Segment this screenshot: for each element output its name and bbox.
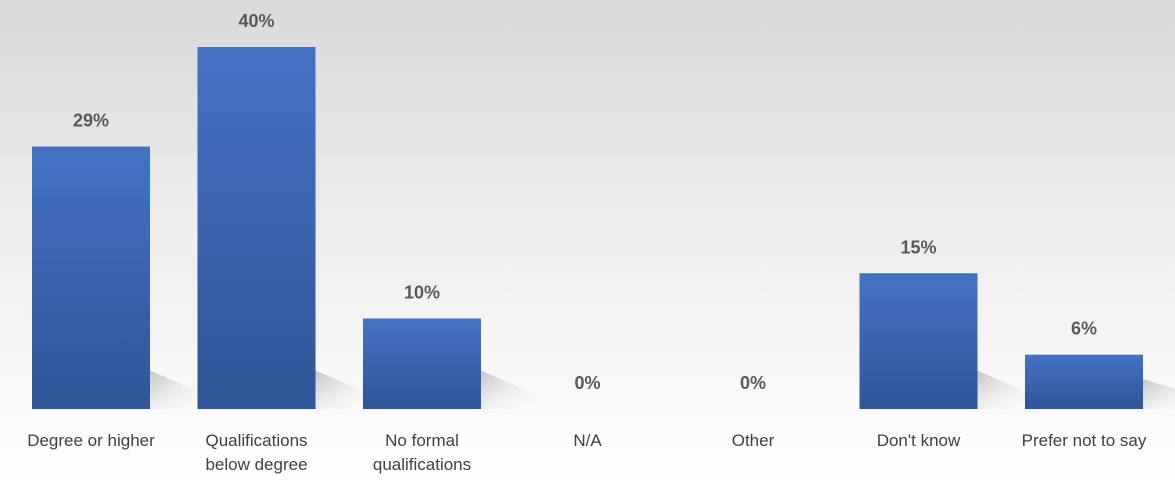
bar: [363, 318, 481, 409]
bar: [197, 47, 316, 409]
bar-shadow: [150, 370, 210, 409]
data-label: 0%: [574, 373, 600, 393]
bar: [32, 146, 150, 410]
bar: [1025, 354, 1143, 409]
category-tick-label: No formal: [385, 431, 459, 450]
data-label: 6%: [1071, 319, 1097, 339]
value-labels-group: 29% 40% 10% 0% 0% 15% 6%: [73, 11, 1097, 393]
data-label: 10%: [404, 283, 440, 303]
category-tick-label: Prefer not to say: [1022, 431, 1147, 450]
category-tick-label: Other: [732, 431, 775, 450]
category-tick-label: N/A: [573, 431, 602, 450]
bar-shadow: [1143, 379, 1175, 409]
bar-shadow: [481, 370, 541, 409]
category-tick-label: qualifications: [373, 455, 471, 474]
bars-group: [32, 47, 1143, 410]
category-labels-group: Degree or higher Qualifications below degr…: [27, 431, 1147, 474]
category-tick-label: Degree or higher: [27, 431, 155, 450]
bar-shadow: [977, 370, 1038, 409]
bar-shadows: [150, 370, 1175, 409]
data-label: 29%: [73, 111, 109, 131]
category-tick-label: Qualifications: [205, 431, 307, 450]
category-tick-label: Don't know: [877, 431, 961, 450]
category-tick-label: below degree: [205, 455, 307, 474]
bar: [859, 273, 978, 409]
bar-shadow: [315, 370, 376, 409]
data-label: 15%: [900, 237, 936, 257]
data-label: 40%: [238, 11, 274, 31]
data-label: 0%: [740, 373, 766, 393]
